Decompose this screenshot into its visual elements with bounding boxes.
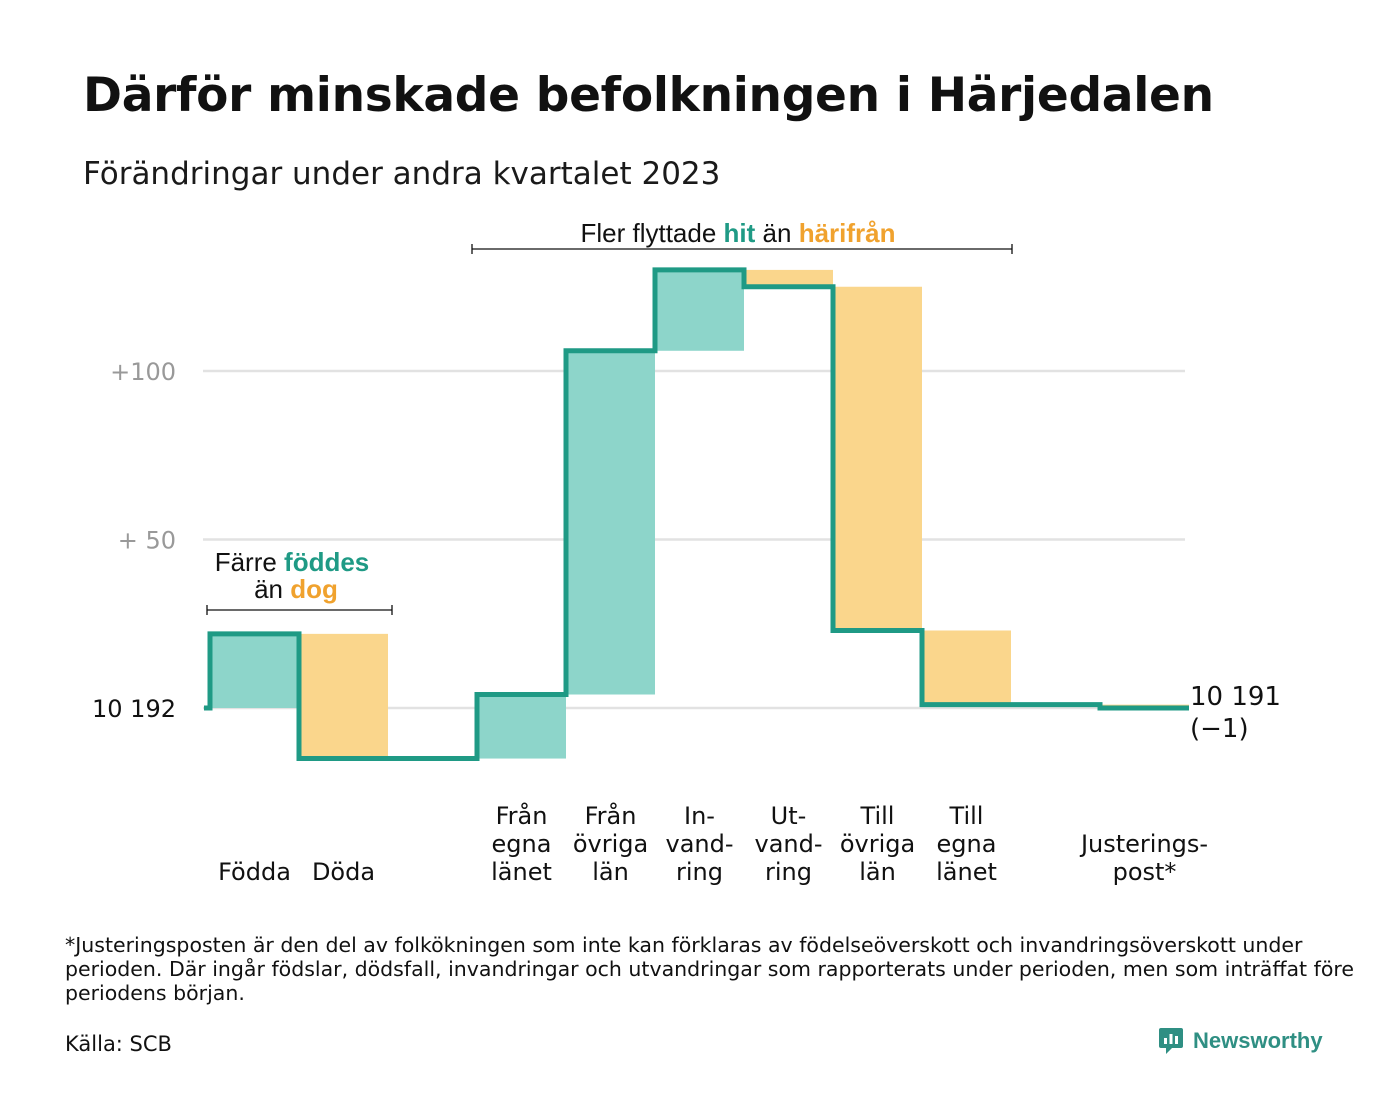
x-tick-label: länet: [491, 858, 552, 886]
newsworthy-logo[interactable]: Newsworthy: [1158, 1026, 1323, 1056]
chart-subtitle: Förändringar under andra kvartalet 2023: [83, 156, 721, 192]
x-tick-label: egna: [492, 830, 552, 858]
end-value-label: 10 191: [1190, 682, 1281, 712]
x-tick-label: Döda: [312, 858, 375, 886]
x-tick-label: Födda: [218, 858, 291, 886]
x-tick-label: övriga: [840, 830, 915, 858]
x-tick-label: län: [859, 858, 896, 886]
x-tick-label: In-: [684, 802, 715, 830]
bar: [210, 633, 299, 708]
source-note: Källa: SCB: [65, 1032, 172, 1056]
bar: [922, 630, 1011, 705]
x-tick-label: vand-: [754, 830, 822, 858]
bar: [566, 350, 655, 695]
x-tick-label: ring: [676, 858, 723, 886]
x-tick-label: Från: [496, 801, 548, 830]
newsworthy-logo-icon: [1159, 1028, 1183, 1054]
bar: [299, 633, 388, 759]
x-tick-label: Justerings-: [1079, 830, 1208, 858]
annotation-births-line1: Färre föddes: [215, 547, 370, 577]
bar: [744, 269, 833, 287]
bar: [477, 694, 566, 759]
x-tick-label: Från: [585, 801, 637, 830]
x-tick-label: övriga: [573, 830, 648, 858]
y-tick-label: + 50: [118, 527, 176, 555]
annotation-births-line2: än dog: [254, 574, 338, 604]
logo-text: Newsworthy: [1193, 1028, 1323, 1053]
footnote: *Justeringsposten är den del av folkökni…: [65, 933, 1354, 1005]
x-tick-label: ring: [765, 858, 812, 886]
y-tick-label: 10 192: [92, 695, 176, 723]
annotation-moves: Fler flyttade hit än härifrån: [580, 218, 895, 248]
waterfall-line: [204, 267, 1189, 762]
bar: [655, 269, 744, 351]
x-tick-label: egna: [937, 830, 997, 858]
x-tick-label: vand-: [665, 830, 733, 858]
x-tick-label: länet: [936, 858, 997, 886]
x-tick-label: Ut-: [771, 802, 807, 830]
y-tick-label: +100: [110, 358, 176, 386]
x-tick-label: Till: [860, 802, 895, 830]
x-tick-label: post*: [1113, 858, 1177, 886]
end-value-label: (−1): [1190, 714, 1249, 744]
bar: [833, 286, 922, 631]
chart-title: Därför minskade befolkningen i Härjedale…: [83, 68, 1214, 123]
x-tick-label: län: [592, 858, 629, 886]
x-tick-label: Till: [949, 802, 984, 830]
